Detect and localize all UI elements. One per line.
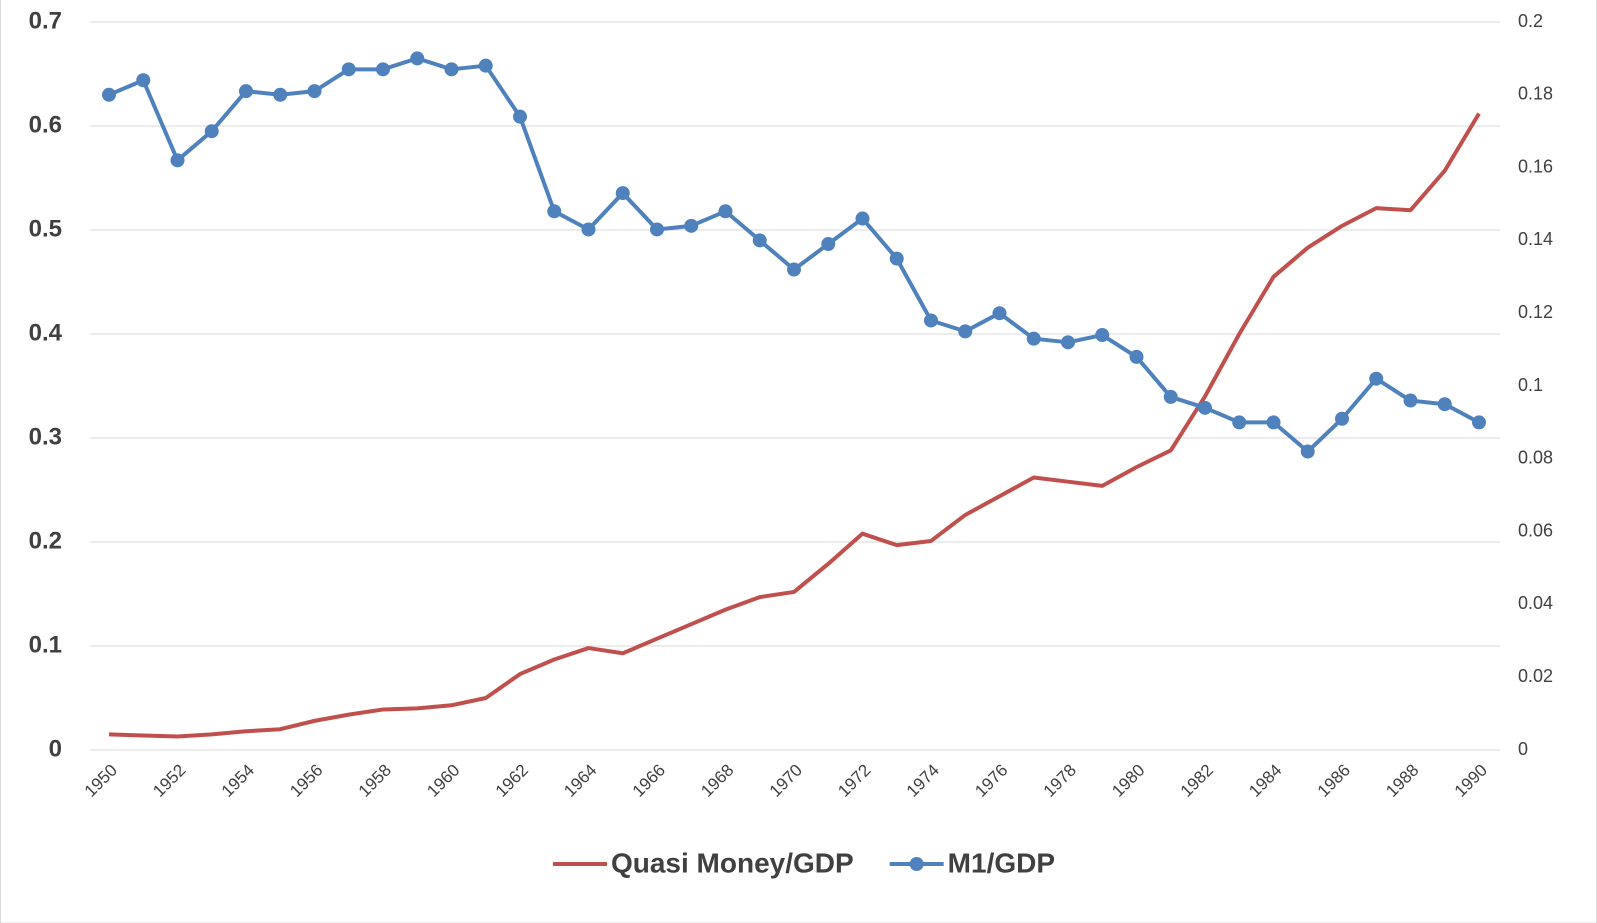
x-tick-label: 1990	[1451, 761, 1491, 801]
data-point	[170, 153, 185, 168]
data-point	[204, 124, 219, 139]
data-point	[1369, 371, 1384, 386]
data-point	[615, 186, 630, 201]
y2-tick-label: 0.16	[1518, 156, 1553, 176]
x-tick-label: 1986	[1314, 761, 1354, 801]
data-point	[889, 251, 904, 266]
y-tick-label: 0	[49, 735, 62, 762]
x-tick-label: 1988	[1382, 761, 1422, 801]
x-tick-label: 1962	[492, 761, 532, 801]
data-point	[1437, 397, 1452, 412]
data-point	[752, 233, 767, 248]
data-point	[307, 84, 322, 99]
data-point	[992, 306, 1007, 321]
legend-marker	[909, 857, 924, 871]
data-point	[1232, 415, 1247, 430]
x-tick-label: 1960	[423, 761, 463, 801]
x-tick-label: 1982	[1177, 761, 1217, 801]
data-point	[1061, 335, 1075, 350]
data-point	[478, 58, 493, 73]
x-tick-label: 1968	[697, 761, 737, 801]
data-point	[1163, 389, 1178, 404]
data-point	[1403, 393, 1418, 408]
y2-tick-label: 0.1	[1518, 375, 1543, 395]
x-tick-label: 1950	[81, 761, 121, 801]
data-point	[581, 222, 596, 237]
data-point	[410, 51, 425, 66]
data-point	[444, 62, 459, 77]
data-point	[958, 324, 973, 339]
data-point	[341, 62, 356, 77]
data-point	[924, 313, 938, 328]
y2-tick-label: 0.06	[1518, 520, 1553, 540]
data-point	[239, 84, 253, 99]
x-tick-label: 1958	[355, 761, 395, 801]
y2-tick-label: 0.08	[1518, 448, 1553, 468]
data-point	[136, 73, 151, 88]
series-line	[108, 56, 1480, 454]
data-point	[1129, 349, 1144, 364]
y2-tick-label: 0.02	[1518, 666, 1553, 686]
x-tick-label: 1984	[1245, 761, 1285, 801]
legend-item: M1/GDP	[889, 847, 1055, 878]
x-tick-label: 1980	[1108, 761, 1148, 801]
data-point	[684, 218, 699, 233]
y2-tick-label: 0.14	[1518, 229, 1553, 249]
y-tick-label: 0.3	[29, 423, 62, 450]
data-point	[547, 204, 562, 219]
series-line	[108, 112, 1481, 739]
data-point	[273, 87, 288, 102]
x-tick-label: 1974	[903, 761, 943, 801]
data-point	[1266, 415, 1281, 430]
data-point	[102, 87, 116, 102]
data-point	[1472, 415, 1486, 430]
legend-label: M1/GDP	[948, 847, 1055, 878]
x-tick-label: 1954	[218, 761, 258, 801]
data-point	[787, 262, 801, 277]
x-tick-label: 1976	[971, 761, 1011, 801]
y2-tick-label: 0.2	[1518, 11, 1543, 31]
y2-tick-label: 0.12	[1518, 302, 1553, 322]
data-point	[1095, 328, 1110, 343]
y-tick-label: 0.2	[29, 527, 62, 554]
y-tick-label: 0.5	[29, 215, 62, 242]
data-point	[1198, 400, 1212, 415]
x-tick-label: 1972	[834, 761, 874, 801]
data-point	[513, 109, 527, 124]
x-tick-label: 1952	[149, 761, 189, 801]
y-tick-label: 0.1	[29, 631, 62, 658]
data-point	[1026, 331, 1041, 346]
data-point	[376, 62, 390, 77]
x-tick-label: 1956	[286, 761, 326, 801]
x-tick-label: 1966	[629, 761, 669, 801]
legend-label: Quasi Money/GDP	[611, 847, 854, 878]
data-point	[821, 237, 836, 252]
legend-item: Quasi Money/GDP	[552, 847, 854, 878]
y-tick-label: 0.6	[29, 111, 62, 138]
data-point	[718, 204, 733, 219]
data-point	[855, 211, 870, 226]
y-tick-label: 0.4	[29, 319, 63, 346]
data-point	[1300, 444, 1315, 459]
x-tick-label: 1964	[560, 761, 600, 801]
data-point	[650, 222, 664, 237]
x-tick-label: 1978	[1040, 761, 1080, 801]
data-point	[1335, 411, 1349, 426]
y2-tick-label: 0	[1518, 739, 1528, 759]
x-tick-label: 1970	[766, 761, 806, 801]
y2-tick-label: 0.04	[1518, 593, 1553, 613]
y2-tick-label: 0.18	[1518, 84, 1553, 104]
y-tick-label: 0.7	[29, 7, 62, 34]
